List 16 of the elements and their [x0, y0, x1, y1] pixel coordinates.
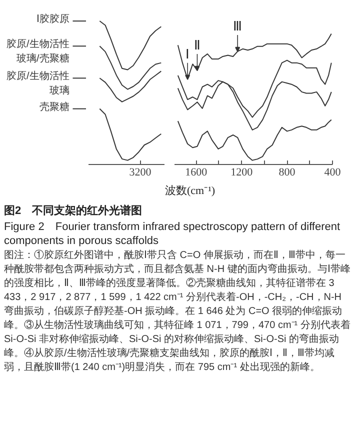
x-tick-label: 800 — [278, 166, 296, 178]
legend-label: 胶原/生物活性玻璃/壳聚糖 — [6, 38, 70, 64]
x-axis-title: 波数(cm⁻¹) — [164, 184, 216, 199]
legend-label: Ⅰ胶胶原 — [36, 13, 70, 26]
annotation: Ⅱ — [194, 38, 200, 53]
legend-label: 壳聚糖 — [39, 100, 70, 113]
x-tick-label: 1600 — [185, 166, 208, 178]
x-tick-label: 400 — [324, 166, 342, 178]
text: 图2 不同支架的红外光谱图 — [4, 204, 142, 219]
legend-label: 胶原/生物活性玻璃 — [6, 70, 70, 96]
annotation: Ⅲ — [233, 18, 242, 34]
annotation: Ⅰ — [186, 46, 190, 62]
text: 3200 — [129, 166, 152, 178]
text: 图注：①胶原红外图谱中，酰胺Ⅰ带只含 C=O 伸展振动，而在Ⅱ，Ⅲ带中，每一种酰胺带都包含两种振动方式，而且都含氨基 N-H 键的面内弯曲振动。与Ⅰ带峰的强度相比，Ⅱ、Ⅲ带峰的强度显著降低。②壳聚糖曲线知，其特征谱带在 3 433，2 917，2 877，1 599，1 422 cm⁻¹ 分别代表着-OH，-CH₂，-CH，N-H 弯曲振动，伯碳原子醇羟基-OH 振动峰。在 1 646 处为 C=O 很弱的伸缩振动峰。③从生物活性玻璃曲线可知，其特征峰 1 071，799，470 cm⁻¹ 分别代表着 Si-O-Si 非对称伸缩振动峰、Si-O-Si 的对称伸缩振动峰、Si-O-Si 的弯曲振动峰。④从胶原/生物活性玻璃/壳聚糖支架曲线知，胶原的酰胺Ⅰ，Ⅱ，Ⅲ带均减弱，且酰胺Ⅲ带(1 240 cm⁻¹)明显消失，而在 795 cm⁻¹ 处出现强的新峰。 — [4, 250, 350, 374]
x-tick-label: 1200 — [230, 166, 254, 178]
text: Figure 2 Fourier transform infrared spectroscopy pattern of different components in porous scaffolds — [4, 220, 342, 248]
